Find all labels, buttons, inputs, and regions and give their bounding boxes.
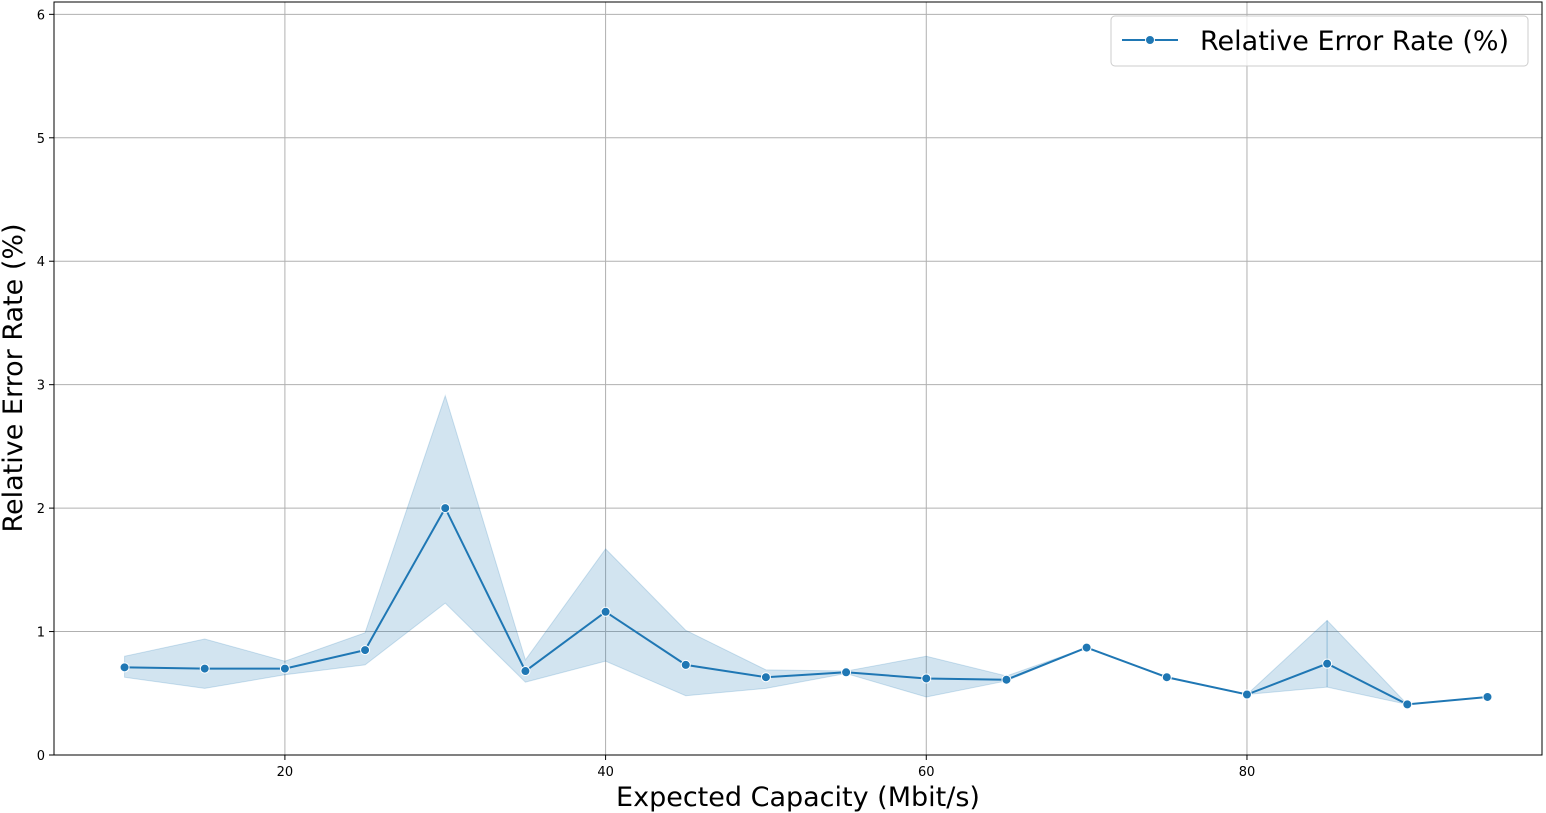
- x-tick-label: 80: [1239, 765, 1256, 780]
- series-group: [119, 503, 1493, 710]
- axis-ticks: 20 40 60 80 0 1 2 3 4 5 6: [37, 8, 1256, 780]
- x-tick-label: 20: [277, 765, 294, 780]
- y-tick-label: 3: [37, 379, 45, 394]
- data-point: [279, 663, 290, 674]
- series-line: [124, 505, 1488, 706]
- data-point: [600, 606, 611, 617]
- x-axis-title: Expected Capacity (Mbit/s): [616, 782, 980, 813]
- y-tick-label: 1: [37, 626, 45, 641]
- legend-label: Relative Error Rate (%): [1200, 26, 1509, 57]
- data-point: [921, 673, 932, 684]
- data-point: [1482, 691, 1493, 702]
- data-point: [841, 667, 852, 678]
- data-point: [680, 659, 691, 670]
- data-point: [1161, 672, 1172, 683]
- y-tick-label: 2: [37, 502, 45, 517]
- legend-marker-swatch: [1145, 35, 1155, 45]
- data-point: [1081, 642, 1092, 653]
- x-tick-label: 40: [597, 765, 614, 780]
- y-tick-label: 5: [37, 132, 45, 147]
- y-tick-label: 6: [37, 8, 45, 23]
- y-tick-label: 4: [37, 255, 45, 270]
- data-point: [360, 645, 371, 656]
- data-point: [1001, 674, 1012, 685]
- plot-frame: [53, 1, 1543, 756]
- data-point: [1322, 658, 1333, 669]
- data-point: [1241, 689, 1252, 700]
- y-axis-title: Relative Error Rate (%): [0, 223, 29, 532]
- legend-box: [1110, 15, 1529, 67]
- data-point: [440, 503, 451, 514]
- data-point: [1402, 699, 1413, 710]
- data-point: [760, 672, 771, 683]
- x-tick-label: 60: [918, 765, 935, 780]
- data-point: [199, 663, 210, 674]
- data-point: [119, 662, 130, 673]
- y-tick-label: 0: [37, 749, 45, 764]
- legend: Relative Error Rate (%): [1110, 15, 1529, 67]
- data-point: [520, 666, 531, 677]
